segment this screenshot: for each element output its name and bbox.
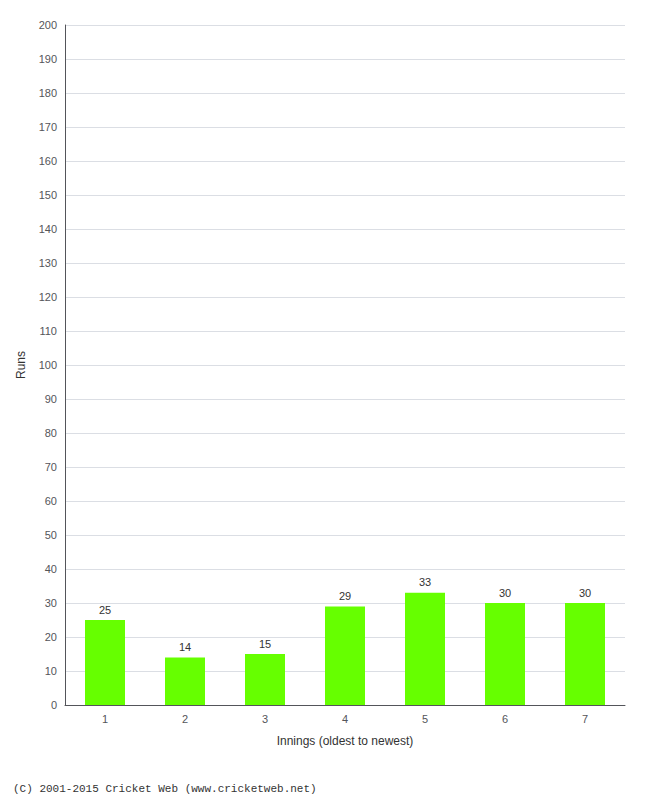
svg-text:4: 4 [342,713,348,725]
svg-text:30: 30 [45,597,57,609]
svg-text:3: 3 [262,713,268,725]
svg-text:0: 0 [51,699,57,711]
svg-text:33: 33 [419,576,431,588]
svg-text:140: 140 [39,223,57,235]
svg-text:160: 160 [39,155,57,167]
svg-text:190: 190 [39,53,57,65]
svg-text:7: 7 [582,713,588,725]
svg-text:14: 14 [179,641,191,653]
svg-text:130: 130 [39,257,57,269]
svg-text:1: 1 [102,713,108,725]
svg-text:200: 200 [39,19,57,31]
svg-text:180: 180 [39,87,57,99]
svg-text:80: 80 [45,427,57,439]
svg-text:Innings (oldest to newest): Innings (oldest to newest) [277,734,414,748]
svg-text:Runs: Runs [14,351,28,379]
svg-text:50: 50 [45,529,57,541]
svg-text:2: 2 [182,713,188,725]
svg-text:70: 70 [45,461,57,473]
svg-text:(C) 2001-2015 Cricket Web (www: (C) 2001-2015 Cricket Web (www.cricketwe… [13,783,317,795]
svg-text:25: 25 [99,604,111,616]
svg-text:30: 30 [499,587,511,599]
svg-text:60: 60 [45,495,57,507]
svg-text:20: 20 [45,631,57,643]
svg-text:15: 15 [259,638,271,650]
svg-text:90: 90 [45,393,57,405]
svg-text:29: 29 [339,590,351,602]
svg-text:5: 5 [422,713,428,725]
svg-text:110: 110 [39,325,57,337]
svg-text:150: 150 [39,189,57,201]
svg-text:30: 30 [579,587,591,599]
svg-text:100: 100 [39,359,57,371]
svg-text:10: 10 [45,665,57,677]
svg-text:170: 170 [39,121,57,133]
svg-text:120: 120 [39,291,57,303]
svg-text:40: 40 [45,563,57,575]
svg-text:6: 6 [502,713,508,725]
